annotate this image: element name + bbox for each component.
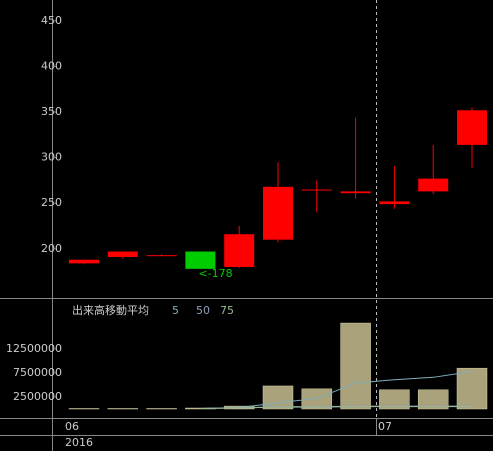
x-tick-label: 06 xyxy=(65,420,79,433)
candle-body xyxy=(263,186,293,240)
candle-body xyxy=(69,259,99,264)
candle-body xyxy=(340,191,371,194)
y-tick-label: 450 xyxy=(41,14,62,27)
candle-body xyxy=(457,110,487,145)
volume-bar xyxy=(456,367,488,410)
y-tick-label: 2500000 xyxy=(13,390,62,403)
y-tick-label: 400 xyxy=(41,60,62,73)
candle-body xyxy=(224,234,255,268)
y-tick-label: 250 xyxy=(41,196,62,209)
y-tick-label: 200 xyxy=(41,242,62,255)
legend-label: 75 xyxy=(220,304,234,317)
volume-bar xyxy=(262,385,294,410)
annotation: <-178 xyxy=(198,267,232,280)
y-tick-label: 12500000 xyxy=(6,342,62,355)
volume-bar xyxy=(417,389,449,410)
volume-title: 出来高移動平均 xyxy=(72,303,149,317)
y-tick-label: 350 xyxy=(41,105,62,118)
year-label: 2016 xyxy=(65,436,93,449)
ma-line xyxy=(200,371,473,410)
candle-body xyxy=(146,255,177,257)
candle-body xyxy=(107,251,138,257)
candle-body xyxy=(301,189,332,191)
ma-line xyxy=(200,406,472,410)
candle-body xyxy=(418,178,449,192)
legend-label: 50 xyxy=(196,304,210,317)
legend-label: 5 xyxy=(172,304,179,317)
y-tick-label: 300 xyxy=(41,151,62,164)
volume-bar xyxy=(379,389,410,410)
y-tick-label: 7500000 xyxy=(13,366,62,379)
candle-body xyxy=(379,201,410,205)
x-tick-label: 07 xyxy=(378,420,392,433)
volume-bar xyxy=(340,322,371,410)
candle-body xyxy=(185,251,216,269)
